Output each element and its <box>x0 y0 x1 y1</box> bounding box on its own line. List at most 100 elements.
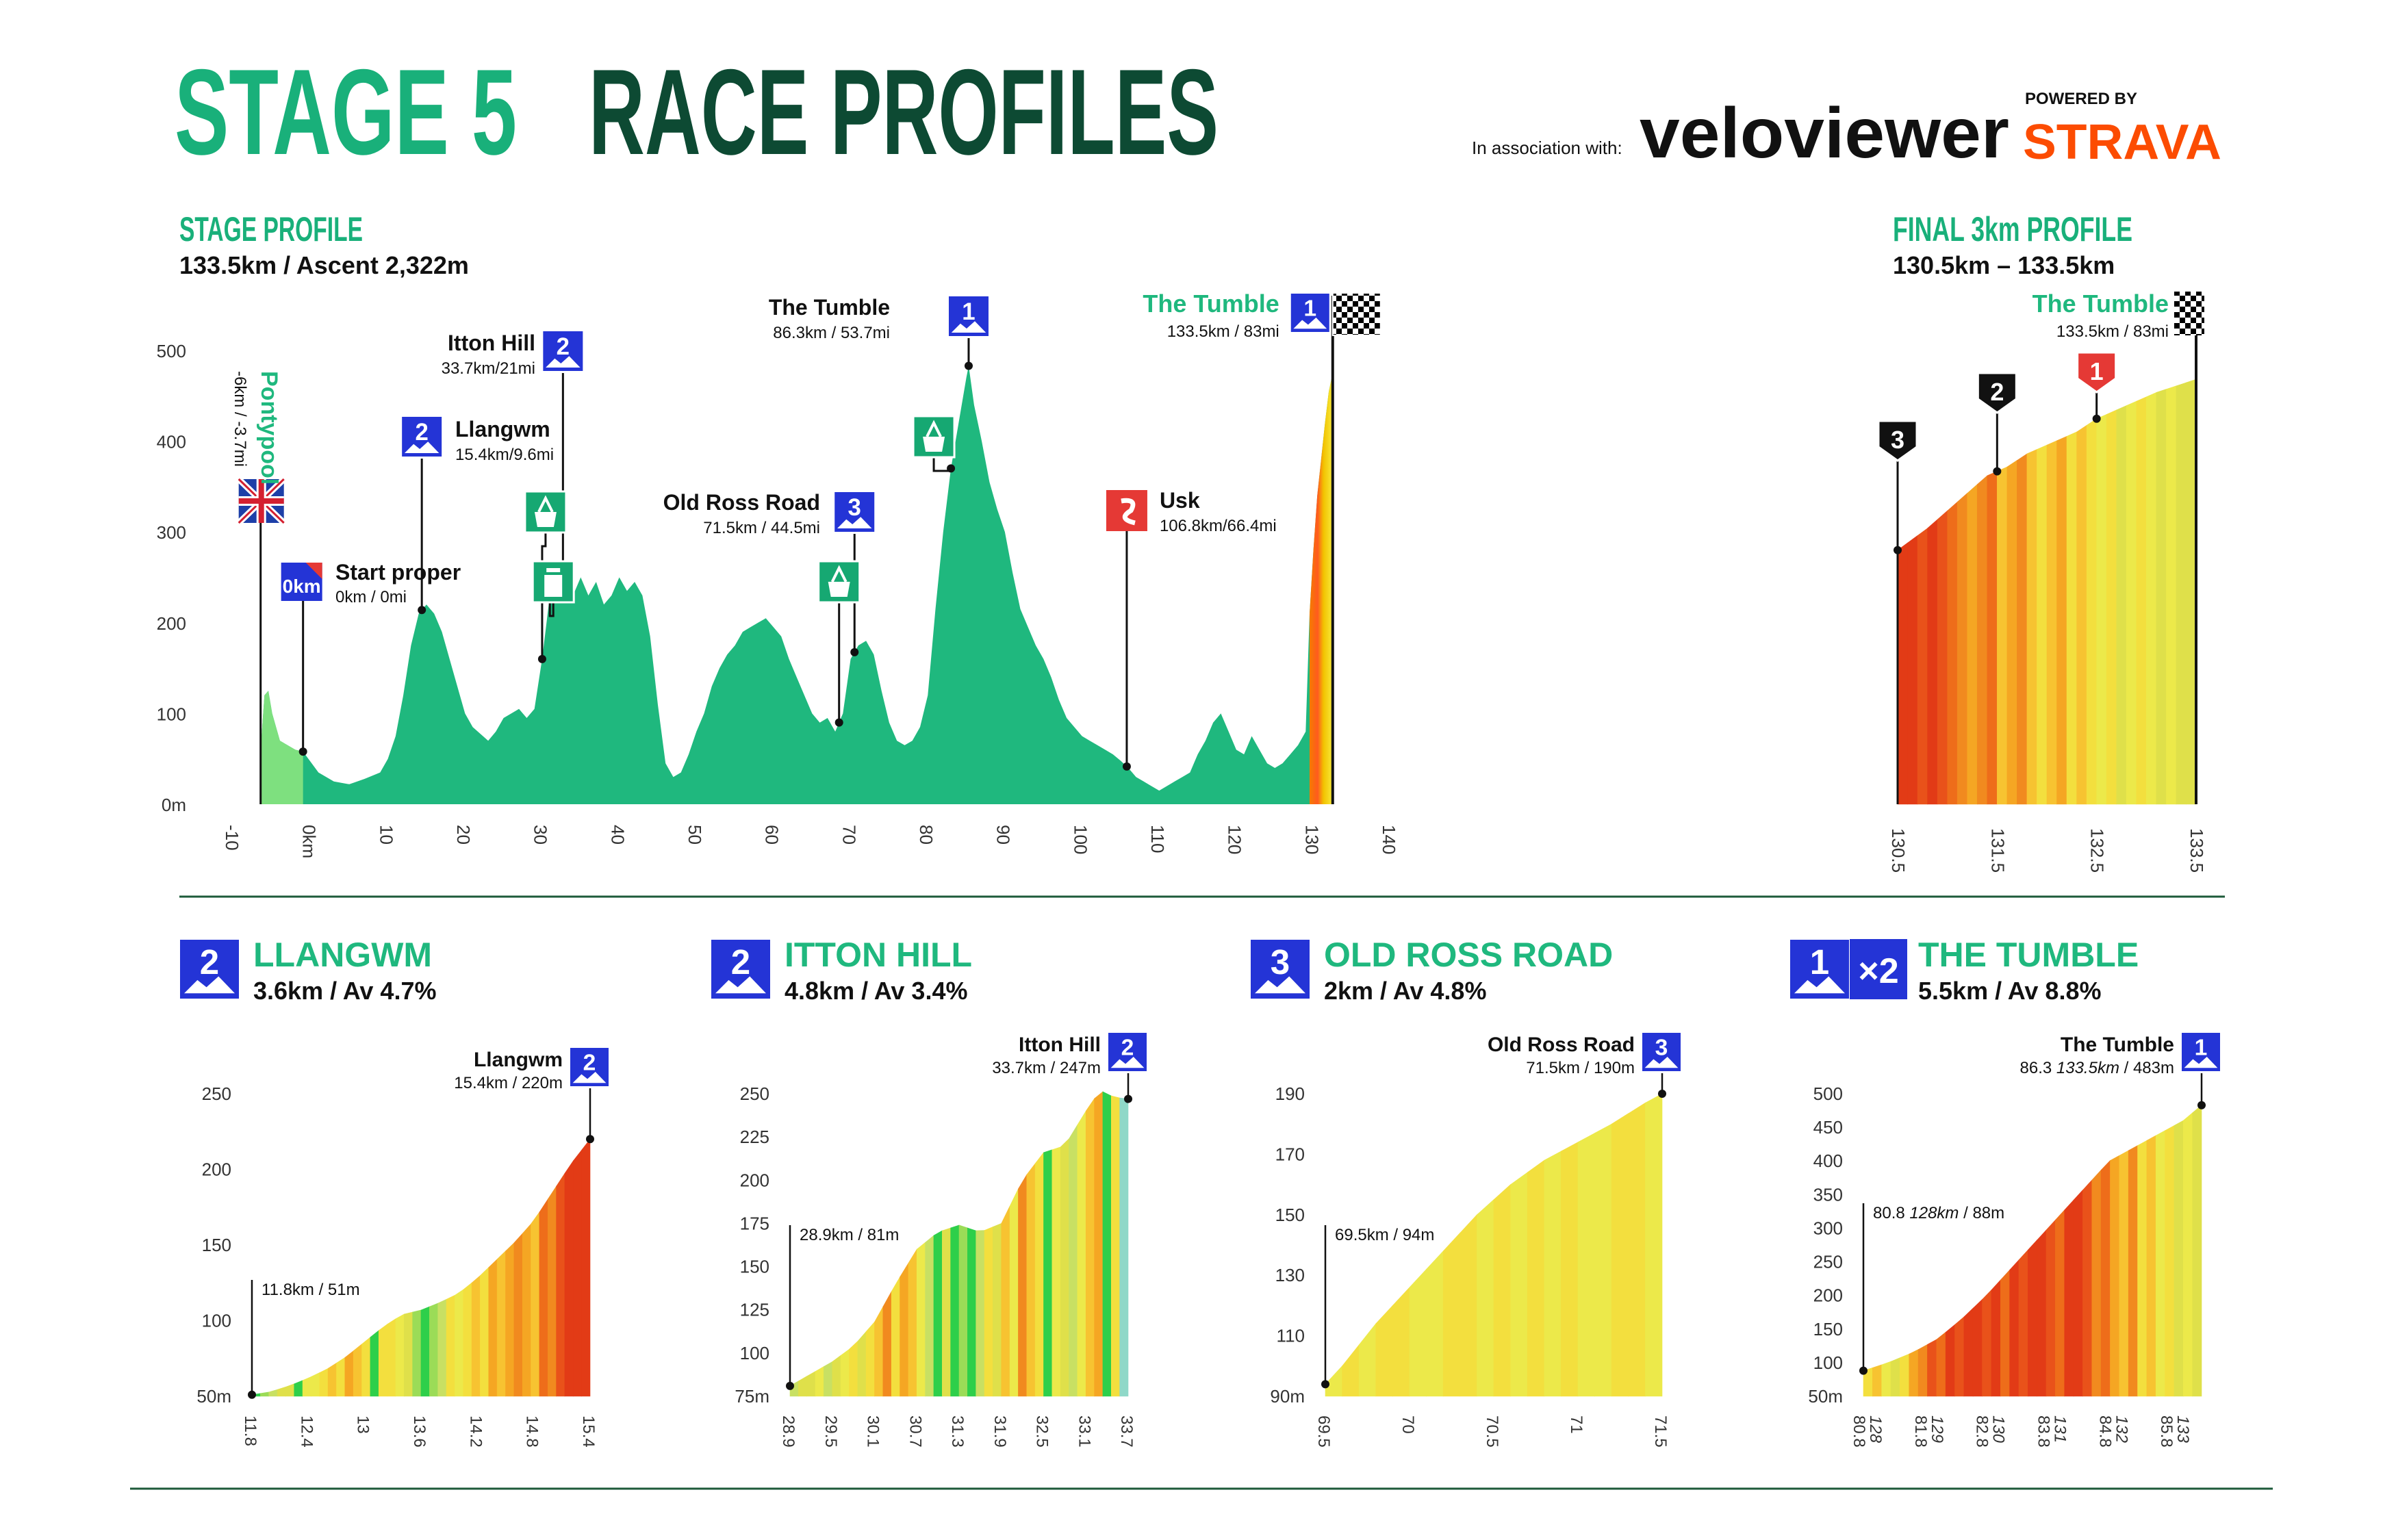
x-tick-label: 20 <box>453 825 474 845</box>
gradient-segment <box>268 1389 278 1397</box>
kom-cat-3-icon: 3 <box>833 491 876 533</box>
gradient-segment <box>1976 475 1988 805</box>
gradient-segment <box>1561 1142 1579 1397</box>
gradient-segment <box>277 1386 286 1397</box>
stage-profile-subtitle: 133.5km / Ascent 2,322m <box>179 251 469 279</box>
gradient-segment <box>1967 484 1978 805</box>
gradient-segment <box>2146 392 2157 805</box>
kom-cat-2-icon: 2 <box>541 330 585 372</box>
pontypool-label: Pontypool <box>256 371 282 485</box>
climb-cat-2-icon: 2 <box>179 938 240 1000</box>
bag-body <box>534 512 557 527</box>
y-tick-label: 130 <box>1275 1265 1305 1285</box>
sprint-s <box>1121 498 1136 526</box>
x-tick-label: 70 <box>1399 1415 1417 1434</box>
bottle-body <box>544 575 563 597</box>
start-label-km: 80.8 <box>1873 1204 1909 1222</box>
x-tick-label: 133.5 <box>2187 828 2207 873</box>
summit-point <box>2197 1101 2206 1109</box>
mountain-icon <box>837 517 872 528</box>
km-to-go-icon <box>1877 420 1918 462</box>
gradient-segment <box>344 1350 354 1397</box>
gradient-segment <box>806 1371 816 1397</box>
y-tick-label: 100 <box>157 704 186 724</box>
gradient-segment <box>2146 1135 2156 1397</box>
km0-corner <box>305 563 322 579</box>
stage-profile-title: STAGE PROFILE <box>179 210 363 248</box>
gradient-segment <box>2186 378 2197 805</box>
gradient-segment <box>1947 501 1958 805</box>
km-marker-point <box>2092 414 2101 423</box>
chequered-flag-icon <box>1331 292 1381 336</box>
gradient-segment <box>1937 510 1948 805</box>
gradient-segment <box>294 1380 303 1397</box>
gradient-segment <box>950 1224 960 1397</box>
x-tick-label: 14.2 <box>466 1415 485 1448</box>
badge-number: 3 <box>1271 942 1290 981</box>
gradient-segment <box>1917 528 1928 805</box>
summit-point <box>1658 1090 1666 1098</box>
gradient-segment <box>933 1230 943 1397</box>
y-tick-label: 170 <box>1275 1144 1305 1164</box>
title-stage: STAGE 5 <box>175 44 517 180</box>
gradient-segment <box>1917 1344 1928 1397</box>
badge-number: 2 <box>1121 1036 1134 1061</box>
gradient-segment <box>2166 385 2177 805</box>
gradient-segment <box>1001 1206 1010 1397</box>
mountain-icon <box>1293 317 1327 329</box>
y-tick-label: 150 <box>202 1235 231 1255</box>
gradient-segment <box>260 1391 269 1397</box>
summit-kom-icon: 1 <box>2180 1031 2221 1073</box>
gradient-segment <box>925 1235 934 1397</box>
badge-number: 1 <box>1303 296 1316 322</box>
neutral-zone-area <box>260 691 303 804</box>
gradient-segment <box>429 1302 438 1397</box>
x-tick-label: 80 <box>916 825 936 845</box>
start-point <box>1321 1380 1329 1389</box>
y-tick-label: 300 <box>157 522 186 543</box>
y-tick-label: 200 <box>740 1170 769 1190</box>
gradient-segment <box>2046 440 2057 805</box>
y-tick-label: 0m <box>162 795 186 815</box>
climb-detail-label: 15.4km/9.6mi <box>455 446 554 464</box>
gradient-segment <box>513 1233 523 1397</box>
start-proper-detail: 0km / 0mi <box>335 588 407 606</box>
feed-point <box>834 718 843 727</box>
x-tick-label: 0km <box>299 825 320 858</box>
gradient-segment <box>1043 1149 1053 1397</box>
gradient-segment <box>1052 1146 1061 1397</box>
gradient-segment <box>2176 382 2187 805</box>
feed-bag-icon <box>524 490 568 534</box>
climb-title: THE TUMBLE <box>1918 936 2139 974</box>
gradient-segment <box>1426 1250 1444 1397</box>
times-label: ×2 <box>1858 951 1898 991</box>
summit-point <box>586 1135 594 1144</box>
gradient-segment <box>1645 1093 1663 1397</box>
summit-name-label: Old Ross Road <box>1488 1034 1635 1056</box>
title-main: RACE PROFILES <box>589 44 1219 180</box>
start-label: 69.5km / 94m <box>1335 1226 1434 1244</box>
x-tick-label: 132.5 <box>2087 828 2108 873</box>
gradient-segment <box>1900 1353 1910 1397</box>
summit-detail-label: 71.5km / 190m <box>1526 1059 1635 1077</box>
mountain-icon <box>404 441 439 453</box>
gradient-segment <box>2137 1140 2148 1397</box>
x-tick-label: 13.6 <box>410 1415 429 1448</box>
km0-text: 0km <box>283 576 321 597</box>
gradient-segment <box>1392 1287 1410 1397</box>
gradient-segment <box>285 1383 295 1397</box>
gradient-segment <box>2110 1155 2120 1397</box>
x-tick-label-alt: 130 <box>1989 1415 2008 1443</box>
x-tick-label: 110 <box>1147 825 1168 853</box>
summit-detail-label: 86.3 133.5km / 483m <box>2020 1059 2175 1077</box>
gradient-segment <box>2026 449 2037 805</box>
y-tick-label: 250 <box>740 1083 769 1104</box>
x-tick-label: 140 <box>1379 825 1399 854</box>
summit-name-label: The Tumble <box>2061 1034 2174 1056</box>
gradient-segment <box>2100 1159 2111 1397</box>
y-tick-label: 75m <box>735 1386 769 1407</box>
gradient-segment <box>2000 1269 2010 1397</box>
climb-detail-label: 71.5km / 44.5mi <box>703 519 820 537</box>
y-tick-label: 150 <box>740 1257 769 1277</box>
start-proper-label: Start proper <box>335 560 461 585</box>
